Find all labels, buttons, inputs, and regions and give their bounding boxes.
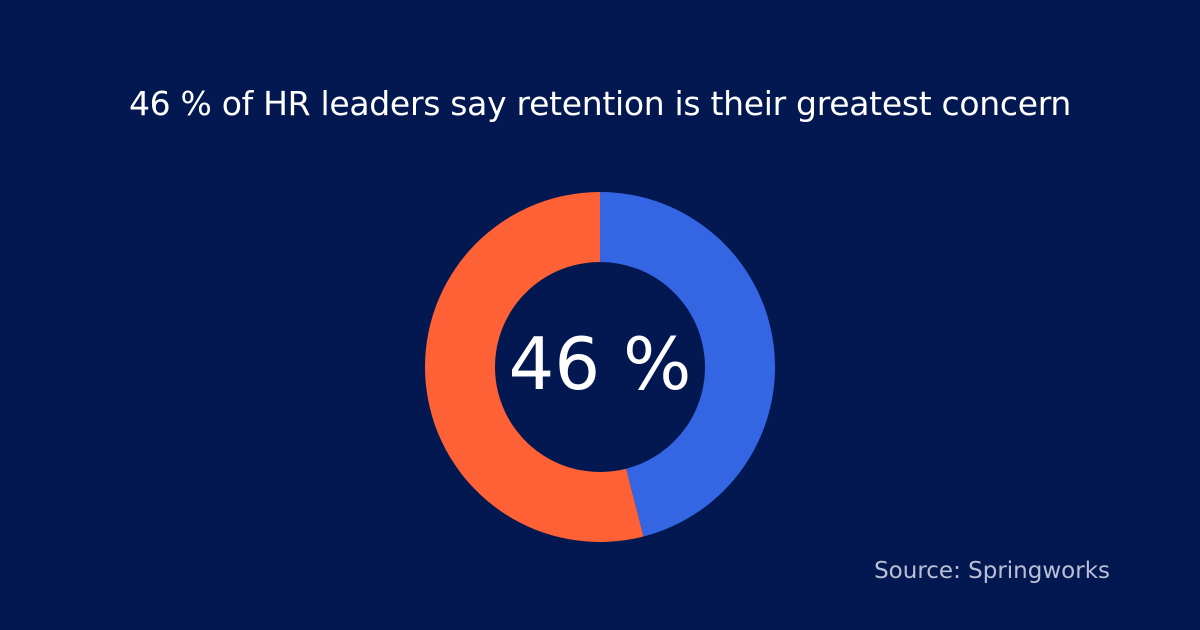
donut-center-label: 46 % <box>509 322 692 406</box>
chart-title: 46 % of HR leaders say retention is thei… <box>128 84 1072 123</box>
donut-slice-1 <box>600 192 776 537</box>
source-caption: Source: Springworks <box>874 558 1110 584</box>
donut-slice-2 <box>425 192 644 542</box>
donut-slices <box>425 192 776 542</box>
